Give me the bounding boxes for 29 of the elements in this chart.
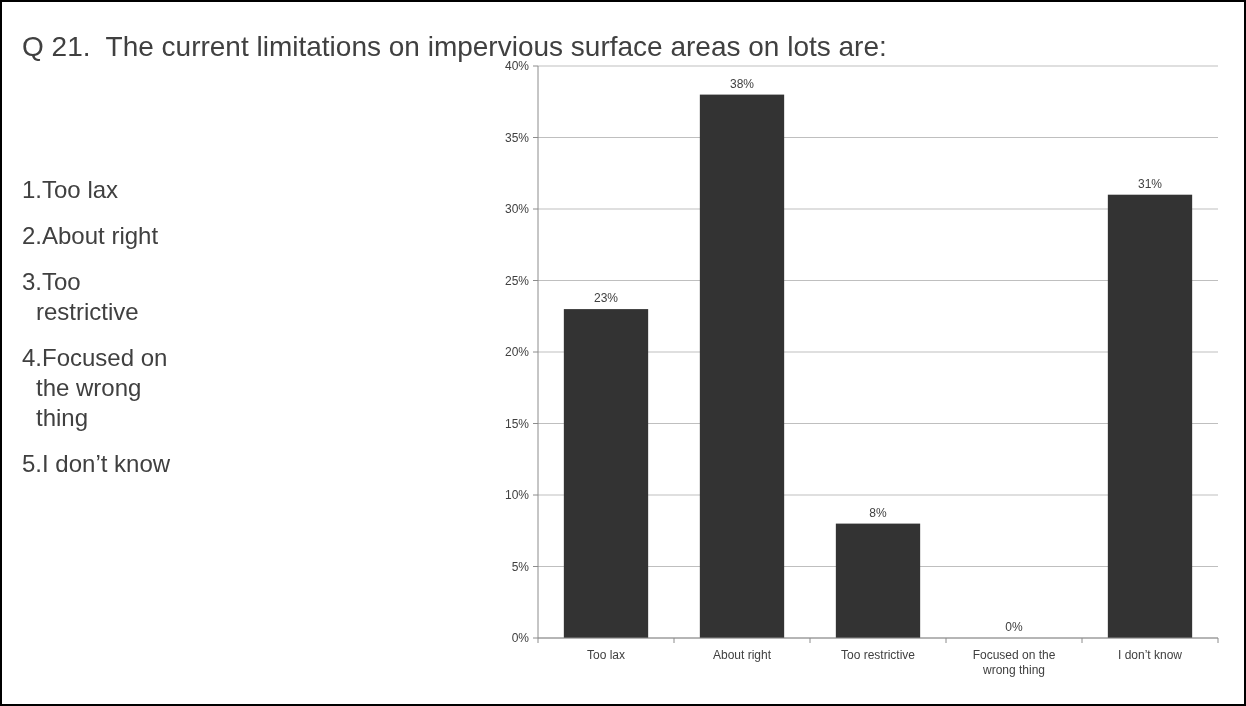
x-tick-label: About right [712,648,772,662]
x-tick-label: Focused on the wrong thing [972,648,1056,677]
y-tick-label: 40% [504,59,530,74]
x-tick-label: Too lax [586,648,626,662]
text: 5.I don’t know [22,450,171,477]
y-tick-label: 15% [504,416,530,431]
data-label: 38% [729,76,755,91]
y-tick-label: 10% [504,488,530,503]
bar [699,94,785,638]
text: 4.Focused on the wrong thing [22,344,168,431]
y-tick-label: 25% [504,273,530,288]
y-tick-label: 5% [511,559,530,574]
x-tick-label: Too restrictive [840,648,916,662]
text: 2.About right [22,222,159,249]
text: 3.Too restrictive [22,268,139,325]
y-tick-label: 0% [511,631,530,646]
data-label: 23% [593,291,619,306]
data-label: 31% [1137,176,1163,191]
y-tick-label: 35% [504,130,530,145]
data-label: 0% [1005,620,1023,634]
bar [835,523,921,638]
bar [1107,194,1193,638]
text: 1.Too lax [22,176,119,203]
chart-title: Q 21. The current limitations on impervious surface areas on lots are: [22,31,887,62]
data-label: 8% [869,505,887,520]
x-tick-label: I don’t know [1117,648,1183,662]
y-tick-label: 30% [504,202,530,217]
bar [563,309,649,638]
y-tick-label: 20% [504,345,530,360]
